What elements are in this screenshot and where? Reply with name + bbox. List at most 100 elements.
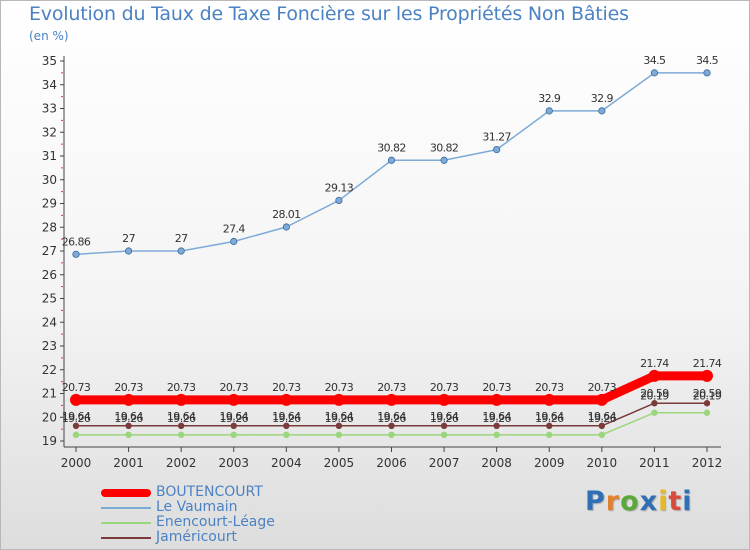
data-point xyxy=(178,432,184,438)
x-tick-label: 2002 xyxy=(166,456,197,470)
data-point xyxy=(546,108,552,114)
logo-letter: P xyxy=(585,486,606,517)
data-point xyxy=(438,394,450,406)
x-tick-label: 2004 xyxy=(271,456,302,470)
data-point xyxy=(175,394,187,406)
data-label: 20.73 xyxy=(535,381,564,394)
data-point xyxy=(333,394,345,406)
legend-swatch xyxy=(101,507,151,509)
data-label: 19.64 xyxy=(62,410,91,423)
x-tick-label: 2001 xyxy=(113,456,144,470)
data-point xyxy=(70,394,82,406)
data-label: 20.73 xyxy=(430,381,459,394)
data-label: 20.73 xyxy=(482,381,511,394)
data-label: 20.59 xyxy=(640,387,669,400)
data-label: 26.86 xyxy=(62,235,91,248)
data-label: 19.64 xyxy=(272,410,301,423)
logo-letter: r xyxy=(606,486,620,517)
data-point xyxy=(73,251,79,257)
proxiti-logo: Proxiti xyxy=(585,486,693,517)
data-label: 21.74 xyxy=(693,357,722,370)
y-tick-label: 24 xyxy=(42,315,57,329)
y-tick-label: 26 xyxy=(42,268,57,282)
logo-letter: x xyxy=(640,486,658,517)
data-label: 32.9 xyxy=(538,92,561,105)
logo-letter: i xyxy=(658,486,668,517)
data-point xyxy=(125,248,131,254)
data-point xyxy=(283,224,289,230)
data-point xyxy=(441,432,447,438)
data-point xyxy=(178,248,184,254)
data-label: 34.5 xyxy=(696,54,719,67)
data-point xyxy=(73,432,79,438)
x-tick-label: 2012 xyxy=(692,456,723,470)
logo-letter: i xyxy=(682,486,692,517)
data-label: 27 xyxy=(122,232,135,245)
line-chart: 19202122232425262728293031323334352000 20… xyxy=(1,1,749,549)
y-tick-label: 28 xyxy=(42,220,57,234)
data-label: 19.64 xyxy=(114,410,143,423)
data-label: 20.73 xyxy=(377,381,406,394)
data-point xyxy=(386,394,398,406)
y-tick-label: 22 xyxy=(42,363,57,377)
data-label: 19.64 xyxy=(535,410,564,423)
y-tick-label: 31 xyxy=(42,149,57,163)
data-point xyxy=(701,370,713,382)
x-tick-label: 2008 xyxy=(481,456,512,470)
data-label: 19.64 xyxy=(377,410,406,423)
data-point xyxy=(231,238,237,244)
data-label: 19.64 xyxy=(588,410,617,423)
data-label: 29.13 xyxy=(325,181,354,194)
data-point xyxy=(546,432,552,438)
data-point xyxy=(228,394,240,406)
x-tick-label: 2007 xyxy=(429,456,460,470)
data-label: 27 xyxy=(175,232,188,245)
data-point xyxy=(599,108,605,114)
y-tick-label: 33 xyxy=(42,102,57,116)
legend-label: BOUTENCOURT xyxy=(156,484,263,500)
data-point xyxy=(231,432,237,438)
data-label: 19.64 xyxy=(430,410,459,423)
legend-label: Jaméricourt xyxy=(156,529,237,545)
chart-frame: Evolution du Taux de Taxe Foncière sur l… xyxy=(0,0,750,550)
logo-letter: o xyxy=(620,486,640,517)
data-point xyxy=(125,432,131,438)
y-tick-label: 19 xyxy=(42,434,57,448)
data-point xyxy=(651,70,657,76)
data-point xyxy=(283,432,289,438)
y-tick-label: 30 xyxy=(42,173,57,187)
data-label: 19.64 xyxy=(482,410,511,423)
y-tick-label: 34 xyxy=(42,78,57,92)
data-point xyxy=(336,432,342,438)
data-point xyxy=(543,394,555,406)
data-point xyxy=(388,432,394,438)
data-label: 20.59 xyxy=(693,387,722,400)
data-label: 20.73 xyxy=(167,381,196,394)
legend-swatch xyxy=(101,489,151,497)
data-label: 20.73 xyxy=(62,381,91,394)
data-point xyxy=(704,410,710,416)
data-point xyxy=(651,410,657,416)
data-label: 30.82 xyxy=(430,141,459,154)
data-label: 31.27 xyxy=(482,131,511,144)
legend-label: Enencourt-Léage xyxy=(156,514,275,530)
y-tick-label: 21 xyxy=(42,387,57,401)
data-label: 20.73 xyxy=(325,381,354,394)
data-point xyxy=(123,394,135,406)
data-point xyxy=(704,70,710,76)
y-tick-label: 25 xyxy=(42,292,57,306)
data-label: 19.64 xyxy=(220,410,249,423)
legend-swatch xyxy=(101,522,151,524)
data-label: 21.74 xyxy=(640,357,669,370)
data-label: 19.64 xyxy=(325,410,354,423)
data-label: 20.73 xyxy=(588,381,617,394)
x-tick-label: 2010 xyxy=(587,456,618,470)
x-tick-label: 2006 xyxy=(376,456,407,470)
data-point xyxy=(280,394,292,406)
legend-label: Le Vaumain xyxy=(156,499,238,515)
data-label: 19.64 xyxy=(167,410,196,423)
data-label: 28.01 xyxy=(272,208,301,221)
data-label: 20.73 xyxy=(220,381,249,394)
data-label: 30.82 xyxy=(377,141,406,154)
data-label: 27.4 xyxy=(223,223,246,236)
